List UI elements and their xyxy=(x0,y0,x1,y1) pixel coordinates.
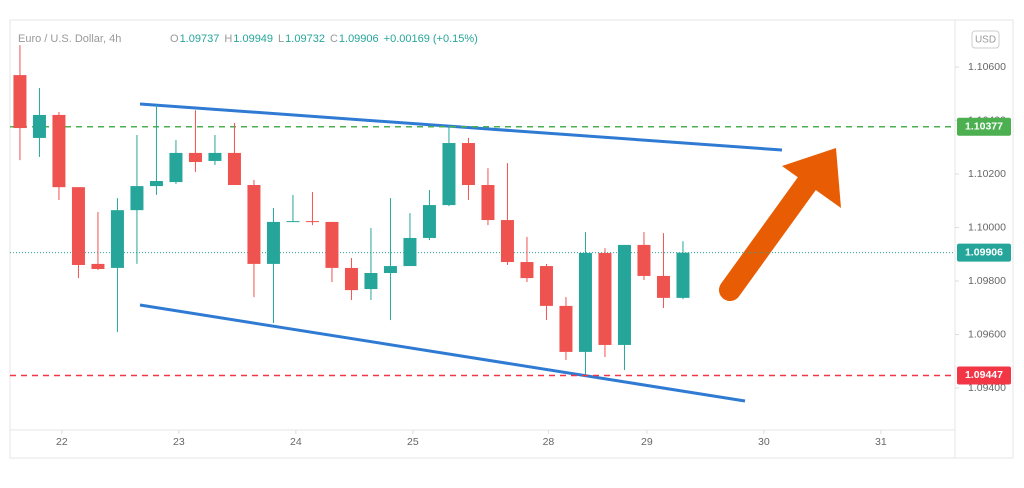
x-tick-label: 28 xyxy=(543,436,555,448)
candle-body xyxy=(286,221,300,223)
candle-body xyxy=(481,185,495,221)
x-tick-label: 24 xyxy=(290,436,302,448)
price-level-label: 1.09447 xyxy=(965,369,1003,381)
candle-body xyxy=(442,143,456,206)
breakout-arrow xyxy=(719,148,841,301)
candle-body xyxy=(247,185,261,264)
price-level-label: 1.09906 xyxy=(965,246,1003,258)
candle-body xyxy=(403,237,417,267)
candle-body xyxy=(266,221,280,264)
candle-body xyxy=(578,252,592,352)
currency-button[interactable] xyxy=(971,30,1000,49)
candle-body xyxy=(188,152,202,163)
candle-body xyxy=(208,152,222,161)
candle-body xyxy=(539,266,553,306)
candle-body xyxy=(325,221,339,268)
y-tick-label: 1.10000 xyxy=(968,221,1006,233)
x-tick-label: 30 xyxy=(758,436,770,448)
candle-body xyxy=(500,220,514,263)
candle-body xyxy=(422,205,436,238)
candle-body xyxy=(149,181,163,187)
ohlc-value: 1.09732 xyxy=(285,33,325,45)
price-level-badge xyxy=(957,117,1011,136)
candle-body xyxy=(13,75,27,129)
price-level-badge xyxy=(957,366,1011,385)
x-tick-label: 22 xyxy=(56,436,68,448)
candle-body xyxy=(344,267,358,291)
ohlc-key: C xyxy=(330,33,338,45)
price-level-badge xyxy=(957,243,1011,262)
symbol-title: Euro / U.S. Dollar, 4h xyxy=(18,33,121,45)
arrow-head xyxy=(782,148,841,208)
candle-body xyxy=(130,186,144,211)
candle-body xyxy=(227,152,241,186)
price-level-label: 1.10377 xyxy=(965,120,1003,132)
ohlc-key: L xyxy=(278,33,284,45)
candle-body xyxy=(656,275,670,298)
candle-body xyxy=(637,244,651,276)
candle-body xyxy=(305,221,319,223)
x-tick-label: 31 xyxy=(875,436,887,448)
candle-body xyxy=(598,252,612,345)
y-tick-label: 1.10600 xyxy=(968,61,1006,73)
ohlc-value: 1.09737 xyxy=(180,33,220,45)
candle-body xyxy=(520,262,534,279)
candle-body xyxy=(461,143,475,186)
candle-body xyxy=(32,114,46,138)
currency-label: USD xyxy=(975,35,996,46)
ohlc-value: 1.09906 xyxy=(339,33,379,45)
y-tick-label: 1.09400 xyxy=(968,382,1006,394)
candle-body xyxy=(617,244,631,345)
y-tick-label: 1.10200 xyxy=(968,168,1006,180)
x-tick-label: 29 xyxy=(641,436,653,448)
candle-body xyxy=(110,210,124,268)
candle-body xyxy=(383,266,397,274)
candle-body xyxy=(91,263,105,269)
candle-body xyxy=(676,252,690,298)
ohlc-header: O 1.09737 H 1.09949 L 1.09732 C 1.09906 +0.00169… xyxy=(170,33,478,45)
arrow-shaft xyxy=(719,171,819,301)
ohlc-change: +0.00169 (+0.15%) xyxy=(384,33,478,45)
candle-body xyxy=(364,273,378,290)
candle-body xyxy=(52,114,66,188)
trend-line-lower xyxy=(139,303,746,403)
y-tick-label: 1.09800 xyxy=(968,275,1006,287)
ohlc-key: H xyxy=(224,33,232,45)
ohlc-value: 1.09949 xyxy=(233,33,273,45)
y-tick-label: 1.09600 xyxy=(968,328,1006,340)
candle-body xyxy=(169,152,183,183)
x-tick-label: 23 xyxy=(173,436,185,448)
ohlc-key: O xyxy=(170,33,179,45)
candle-body xyxy=(559,305,573,352)
candle-body xyxy=(71,187,85,265)
x-tick-label: 25 xyxy=(407,436,419,448)
